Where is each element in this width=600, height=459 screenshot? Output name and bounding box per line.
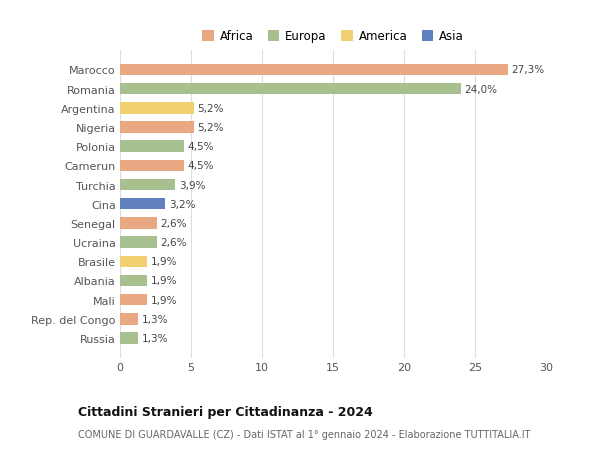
Text: 5,2%: 5,2% xyxy=(197,104,224,113)
Bar xyxy=(120,84,461,95)
Bar xyxy=(120,141,184,152)
Bar xyxy=(120,218,157,229)
Text: Cittadini Stranieri per Cittadinanza - 2024: Cittadini Stranieri per Cittadinanza - 2… xyxy=(78,405,373,419)
Bar xyxy=(120,198,166,210)
Bar xyxy=(120,237,157,248)
Bar xyxy=(120,122,194,134)
Bar xyxy=(120,64,508,76)
Bar xyxy=(120,256,147,268)
Bar xyxy=(120,313,139,325)
Legend: Africa, Europa, America, Asia: Africa, Europa, America, Asia xyxy=(197,26,469,48)
Text: 27,3%: 27,3% xyxy=(511,65,544,75)
Text: 4,5%: 4,5% xyxy=(187,161,214,171)
Text: 1,3%: 1,3% xyxy=(142,314,169,324)
Text: COMUNE DI GUARDAVALLE (CZ) - Dati ISTAT al 1° gennaio 2024 - Elaborazione TUTTIT: COMUNE DI GUARDAVALLE (CZ) - Dati ISTAT … xyxy=(78,429,530,439)
Text: 1,9%: 1,9% xyxy=(151,257,177,267)
Bar xyxy=(120,103,194,114)
Text: 3,9%: 3,9% xyxy=(179,180,205,190)
Text: 1,9%: 1,9% xyxy=(151,276,177,286)
Text: 1,3%: 1,3% xyxy=(142,333,169,343)
Text: 3,2%: 3,2% xyxy=(169,199,196,209)
Text: 5,2%: 5,2% xyxy=(197,123,224,133)
Bar xyxy=(120,294,147,306)
Text: 2,6%: 2,6% xyxy=(160,218,187,229)
Bar xyxy=(120,179,175,191)
Text: 24,0%: 24,0% xyxy=(464,84,497,95)
Text: 1,9%: 1,9% xyxy=(151,295,177,305)
Bar xyxy=(120,333,139,344)
Bar xyxy=(120,275,147,286)
Text: 2,6%: 2,6% xyxy=(160,238,187,247)
Text: 4,5%: 4,5% xyxy=(187,142,214,152)
Bar xyxy=(120,160,184,172)
